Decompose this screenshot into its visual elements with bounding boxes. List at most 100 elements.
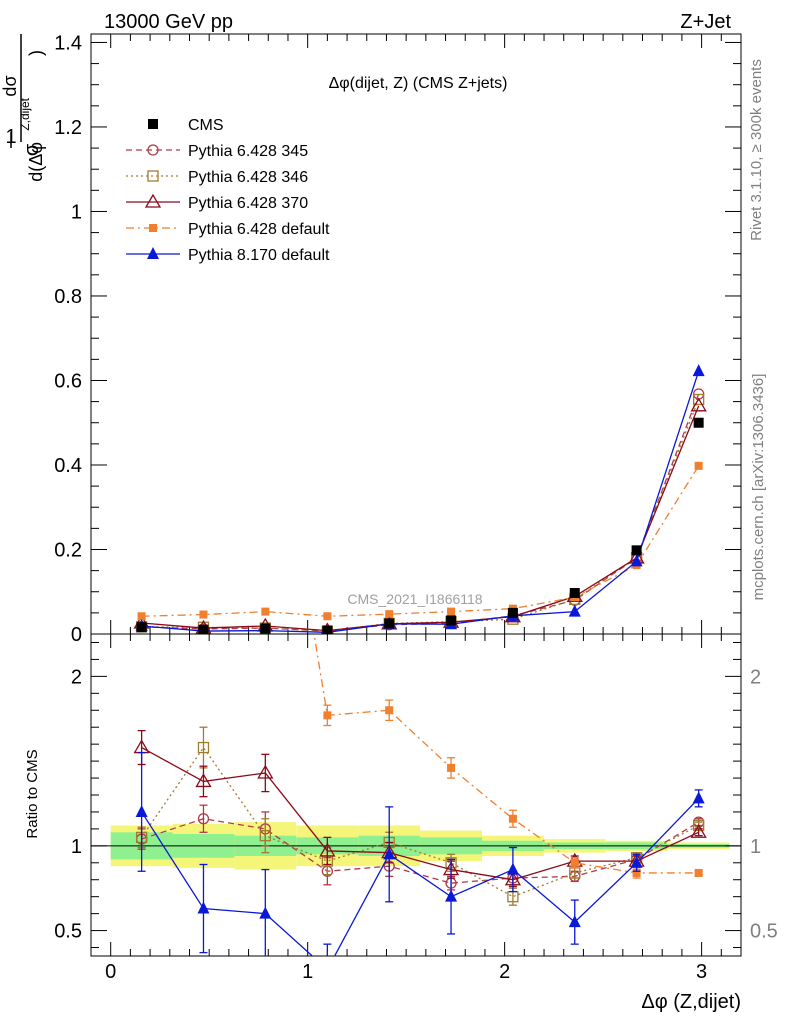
y-label-derivative: dσ d(Δφ Z,dijet ) (0, 34, 46, 182)
y-label-num: dσ (0, 75, 20, 96)
x-tick-label: 1 (302, 961, 313, 983)
ratio-y-tick-label-right: 1 (750, 836, 761, 858)
header-left: 13000 GeV pp (104, 11, 233, 33)
ratio-point-p6def (447, 763, 456, 772)
main-point-cms (198, 624, 209, 634)
rivet-label: Rivet 3.1.10, ≥ 300k events (748, 59, 765, 241)
ratio-point-p370 (690, 823, 707, 838)
mcplots-label: mcplots.cern.ch [arXiv:1306.3436] (750, 374, 767, 601)
y-label-frac-den: σ (21, 143, 43, 156)
y-tick-label: 1 (71, 201, 82, 223)
ratio-line-p370 (141, 746, 699, 881)
main-point-cms (260, 623, 271, 634)
main-point-cms (693, 417, 704, 428)
ratio-point-p370 (319, 842, 336, 857)
ratio-point-p8def (506, 862, 519, 875)
ratio-point-p8def (321, 963, 333, 975)
ratio-panel-frame (90, 633, 742, 957)
y-tick-label: 1.2 (54, 117, 82, 139)
main-point-p6def (261, 607, 270, 616)
legend-marker-p8def (147, 247, 159, 259)
legend-label-cms: CMS (188, 117, 224, 134)
y-tick-label: 0.2 (54, 539, 82, 561)
ratio-data (133, 333, 707, 975)
main-point-p6def (137, 612, 146, 621)
ratio-y-tick-label-right: 0.5 (750, 921, 778, 943)
x-tick-label: 3 (696, 961, 707, 983)
main-point-p6def (447, 607, 456, 616)
x-tick-label: 0 (105, 961, 116, 983)
y-tick-label: 1.4 (54, 32, 82, 54)
ratio-y-tick-label: 0.5 (54, 921, 82, 943)
main-point-p346 (693, 393, 705, 406)
ratio-point-p6def (632, 868, 641, 877)
legend-marker-p345 (147, 144, 159, 156)
ratio-point-p345 (197, 813, 210, 825)
legend-marker-cms (148, 119, 158, 129)
ratio-point-p8def (259, 906, 272, 919)
watermark: CMS_2021_I1866118 (347, 591, 482, 607)
ratio-point-p8def (568, 915, 581, 928)
ratio-point-p6def (261, 333, 269, 341)
main-data (133, 364, 707, 634)
main-point-cms (446, 615, 457, 626)
y-tick-labels: 0 0.2 0.4 0.6 0.8 1 1.2 1.4 0.5 0.5 1 1 2 2 (54, 32, 778, 942)
ratio-line-p346 (141, 746, 699, 898)
ratio-point-p8def (197, 901, 210, 914)
main-point-cms (507, 607, 518, 618)
main-point-p6def (385, 610, 394, 619)
main-point-p6def (199, 610, 208, 619)
main-line-p8def (141, 370, 700, 633)
main-line-p370 (141, 405, 700, 632)
ratio-point-p8def (383, 847, 396, 860)
ratio-point-p8def (630, 855, 643, 868)
main-point-p6def (323, 612, 332, 621)
y-tick-label: 0.8 (54, 286, 82, 308)
x-axis-label: Δφ (Z,dijet) (641, 991, 741, 1013)
main-point-p370 (690, 397, 707, 412)
ratio-point-p6def (570, 858, 579, 867)
main-line-p345 (141, 393, 700, 632)
ratio-point-p8def (135, 804, 148, 817)
ratio-line-p345 (141, 818, 699, 884)
ratio-y-tick-label: 1 (71, 836, 82, 858)
ratio-point-p8def (692, 791, 705, 804)
header-right: Z+Jet (680, 11, 731, 33)
ratio-point-p8def (445, 889, 458, 902)
ratio-y-tick-label-right: 2 (750, 666, 761, 688)
y-label-den: d(Δφ (26, 142, 46, 182)
ratio-point-p370 (257, 764, 274, 779)
legend-label-p346: Pythia 6.428 346 (188, 169, 308, 186)
ratio-point-p370 (195, 773, 212, 788)
y-label-close: ) (26, 50, 46, 56)
ratio-y-tick-label: 2 (71, 666, 82, 688)
x-tick-labels: 0 1 2 3 (105, 961, 707, 983)
legend-marker-p346 (147, 170, 159, 182)
legend-label-p6def: Pythia 6.428 default (188, 221, 330, 238)
legend-marker-p6def (149, 224, 157, 232)
ratio-point-p346 (259, 830, 271, 842)
legend-label-p370: Pythia 6.428 370 (188, 195, 308, 212)
plot-title: Δφ(dijet, Z) (CMS Z+jets) (329, 75, 508, 92)
main-point-cms (384, 618, 395, 629)
main-point-p8def (630, 554, 643, 567)
axes-ticks (91, 34, 742, 956)
ratio-line-p8def (141, 797, 700, 956)
y-tick-label: 0 (71, 624, 82, 646)
y-tick-label: 0.6 (54, 370, 82, 392)
main-y-axis-label: 1 σ (5, 126, 43, 156)
y-tick-label: 0.4 (54, 455, 82, 477)
main-point-p6def (694, 461, 703, 470)
ratio-point-p6def (385, 706, 394, 715)
ratio-point-p6def (508, 814, 517, 823)
main-line-p6def (141, 465, 700, 617)
x-tick-label: 2 (499, 961, 510, 983)
ratio-point-p6def (694, 868, 703, 877)
ratio-y-label: Ratio to CMS (24, 749, 41, 838)
legend-label-p8def: Pythia 8.170 default (188, 247, 330, 264)
main-point-cms (569, 588, 580, 599)
main-point-p8def (692, 364, 705, 377)
legend-marker-p370 (144, 193, 162, 208)
y-label-sup: Z,dijet (18, 97, 32, 130)
